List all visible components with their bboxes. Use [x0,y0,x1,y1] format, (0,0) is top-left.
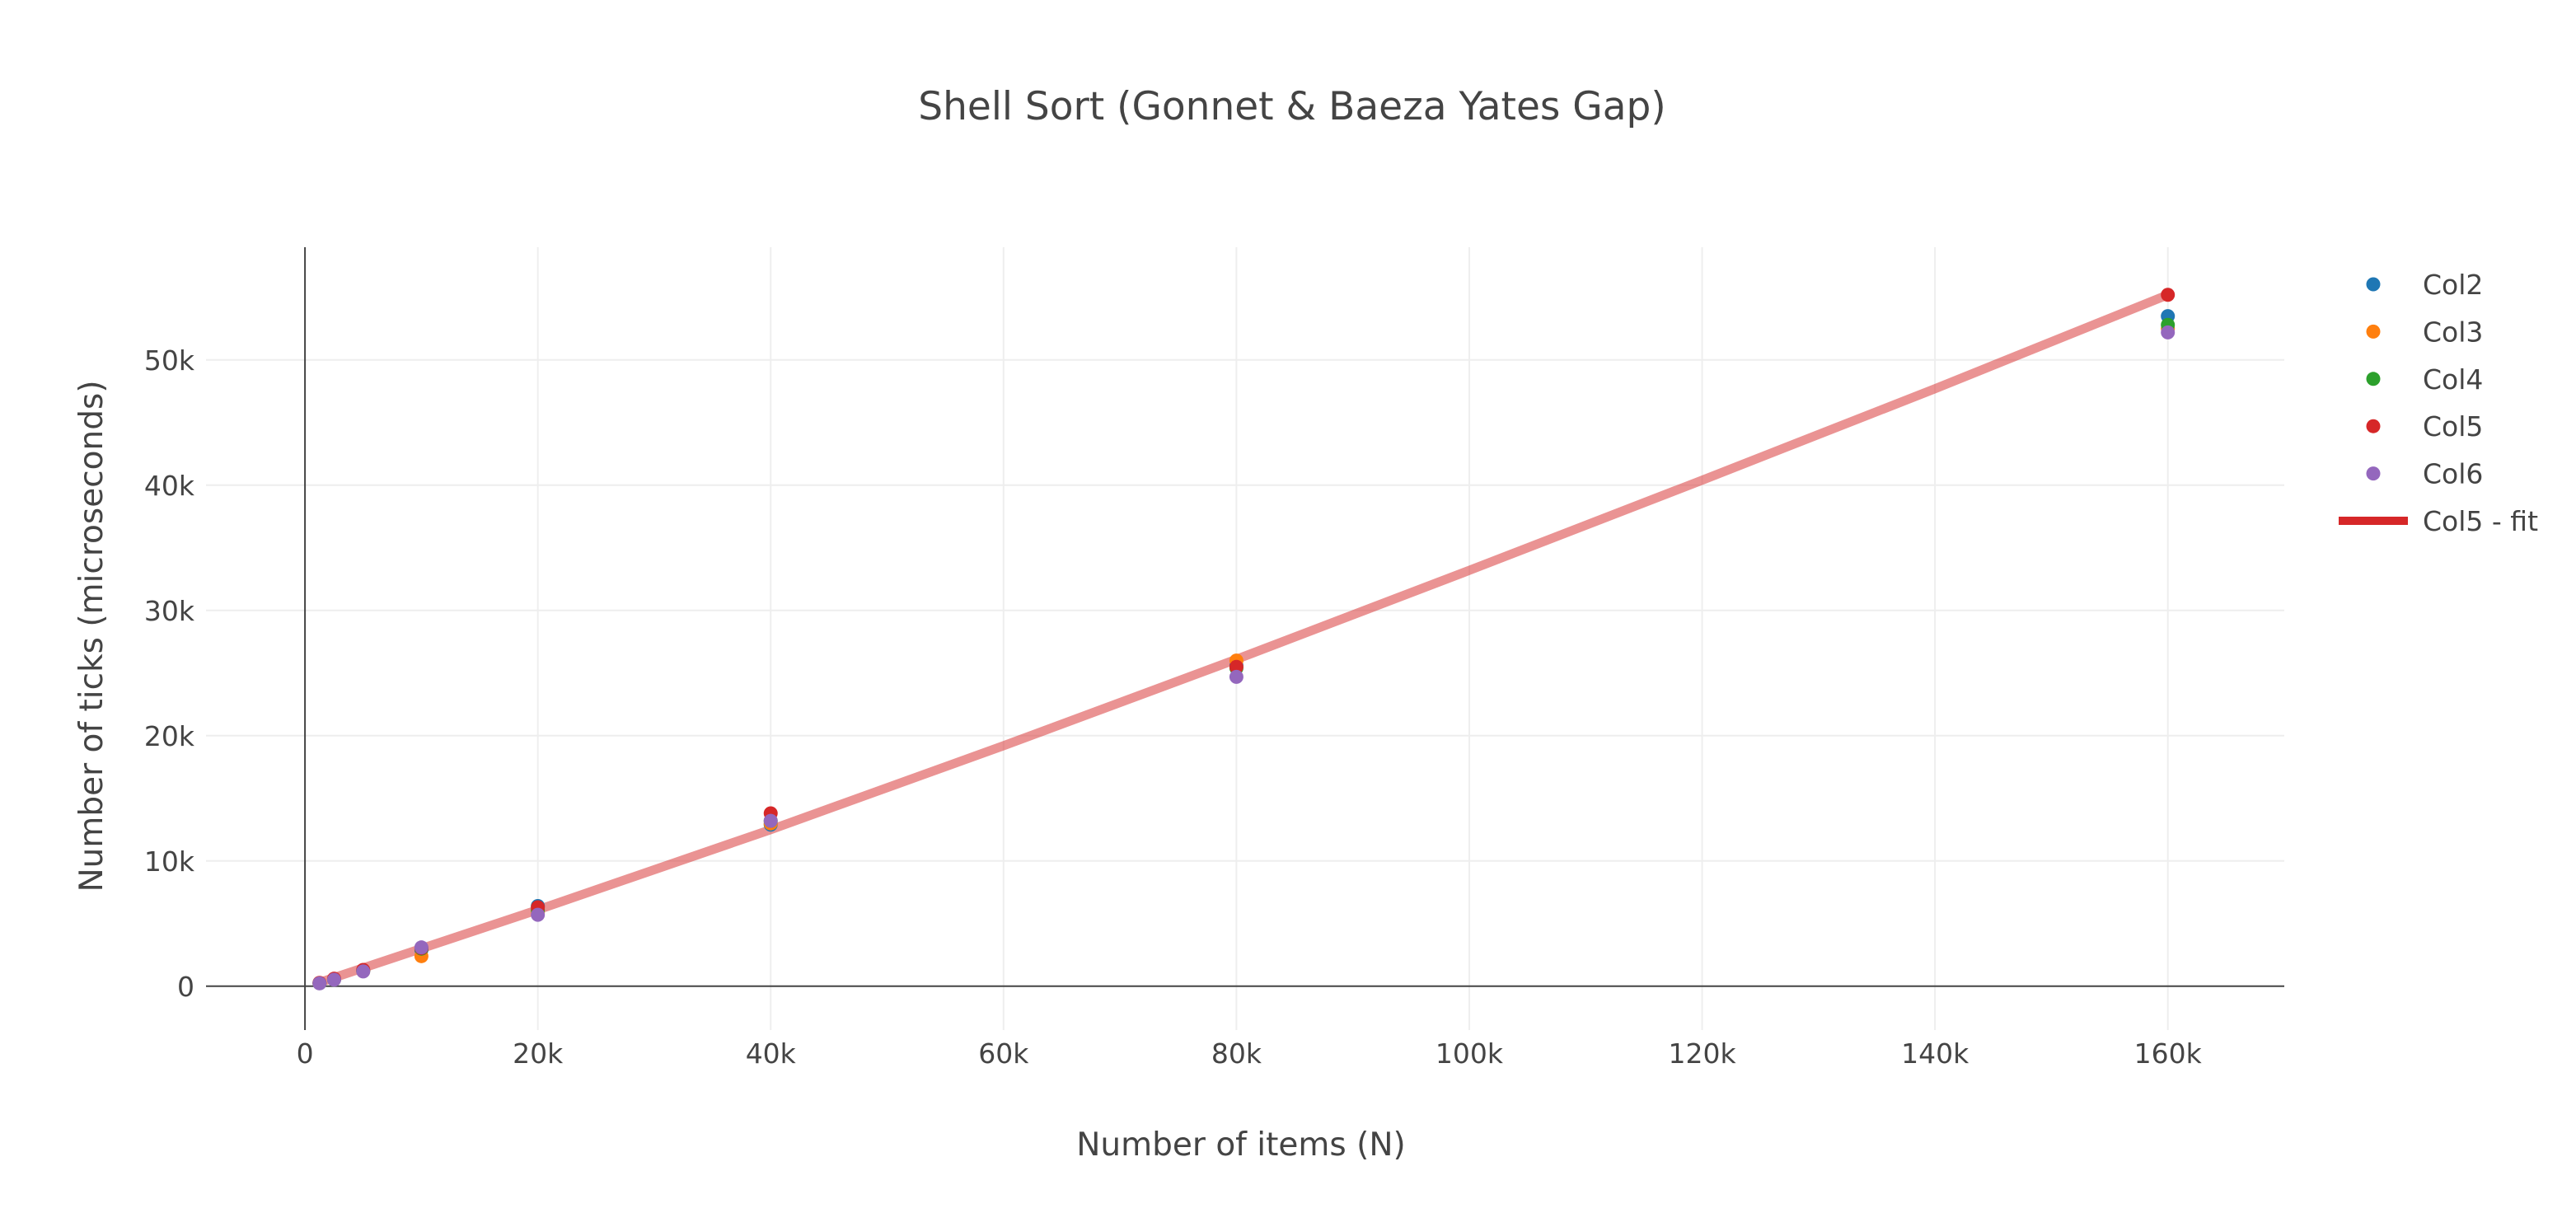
legend-item[interactable]: Col5 [2366,410,2484,443]
x-tick-label: 0 [297,1037,314,1070]
x-tick-label: 80k [1211,1037,1262,1070]
marker-layer [312,288,2176,990]
x-tick-label: 160k [2134,1037,2203,1070]
legend-item[interactable]: Col5 - fit [2339,505,2538,537]
legend-marker-swatch [2366,466,2381,481]
y-tick-label: 20k [144,720,195,752]
data-point[interactable] [1229,659,1244,674]
legend-marker-swatch [2366,277,2381,292]
y-tick-label: 40k [144,470,195,502]
x-axis-label: Number of items (N) [1076,1126,1405,1164]
data-point[interactable] [326,972,341,987]
legend-marker-swatch [2366,419,2381,433]
data-point[interactable] [356,964,371,979]
legend-marker-swatch [2366,324,2381,339]
y-tick-label: 0 [177,971,194,1003]
legend-label: Col2 [2423,269,2483,301]
legend[interactable]: Col2 Col3 Col4 Col5 Col6 Col5 - fit [2339,269,2538,537]
data-point[interactable] [312,976,327,990]
data-point[interactable] [763,813,778,828]
x-tick-label: 40k [746,1037,797,1070]
x-tick-label: 60k [978,1037,1029,1070]
legend-item[interactable]: Col3 [2366,316,2484,348]
legend-label: Col5 - fit [2423,505,2538,537]
chart-title: Shell Sort (Gonnet & Baeza Yates Gap) [918,84,1665,129]
axes [206,247,2284,1030]
data-point[interactable] [2161,325,2176,340]
y-tick-label: 30k [144,595,195,627]
legend-item[interactable]: Col4 [2366,363,2484,396]
y-tick-label: 10k [144,845,195,878]
legend-marker-swatch [2366,372,2381,386]
legend-label: Col4 [2423,363,2483,396]
data-point[interactable] [414,940,429,955]
y-tick-label: 50k [144,344,195,377]
data-point[interactable] [1229,669,1244,684]
legend-label: Col5 [2423,410,2483,443]
tick-labels: 0 20k 40k 60k 80k 100k 120k 140k 160k 0 10k 20k 30k 4… [144,344,2203,1070]
gridlines [206,247,2284,1030]
fit-line [315,290,2173,987]
legend-label: Col6 [2423,458,2483,490]
data-point[interactable] [531,907,546,922]
legend-item[interactable]: Col2 [2366,269,2484,301]
legend-label: Col3 [2423,316,2483,348]
x-tick-label: 20k [513,1037,564,1070]
fit-line-layer [315,290,2173,987]
legend-item[interactable]: Col6 [2366,458,2484,490]
y-axis-label: Number of ticks (microseconds) [73,380,110,892]
x-tick-label: 120k [1669,1037,1737,1070]
data-point[interactable] [2161,288,2176,302]
x-tick-label: 100k [1436,1037,1504,1070]
x-tick-label: 140k [1901,1037,1969,1070]
